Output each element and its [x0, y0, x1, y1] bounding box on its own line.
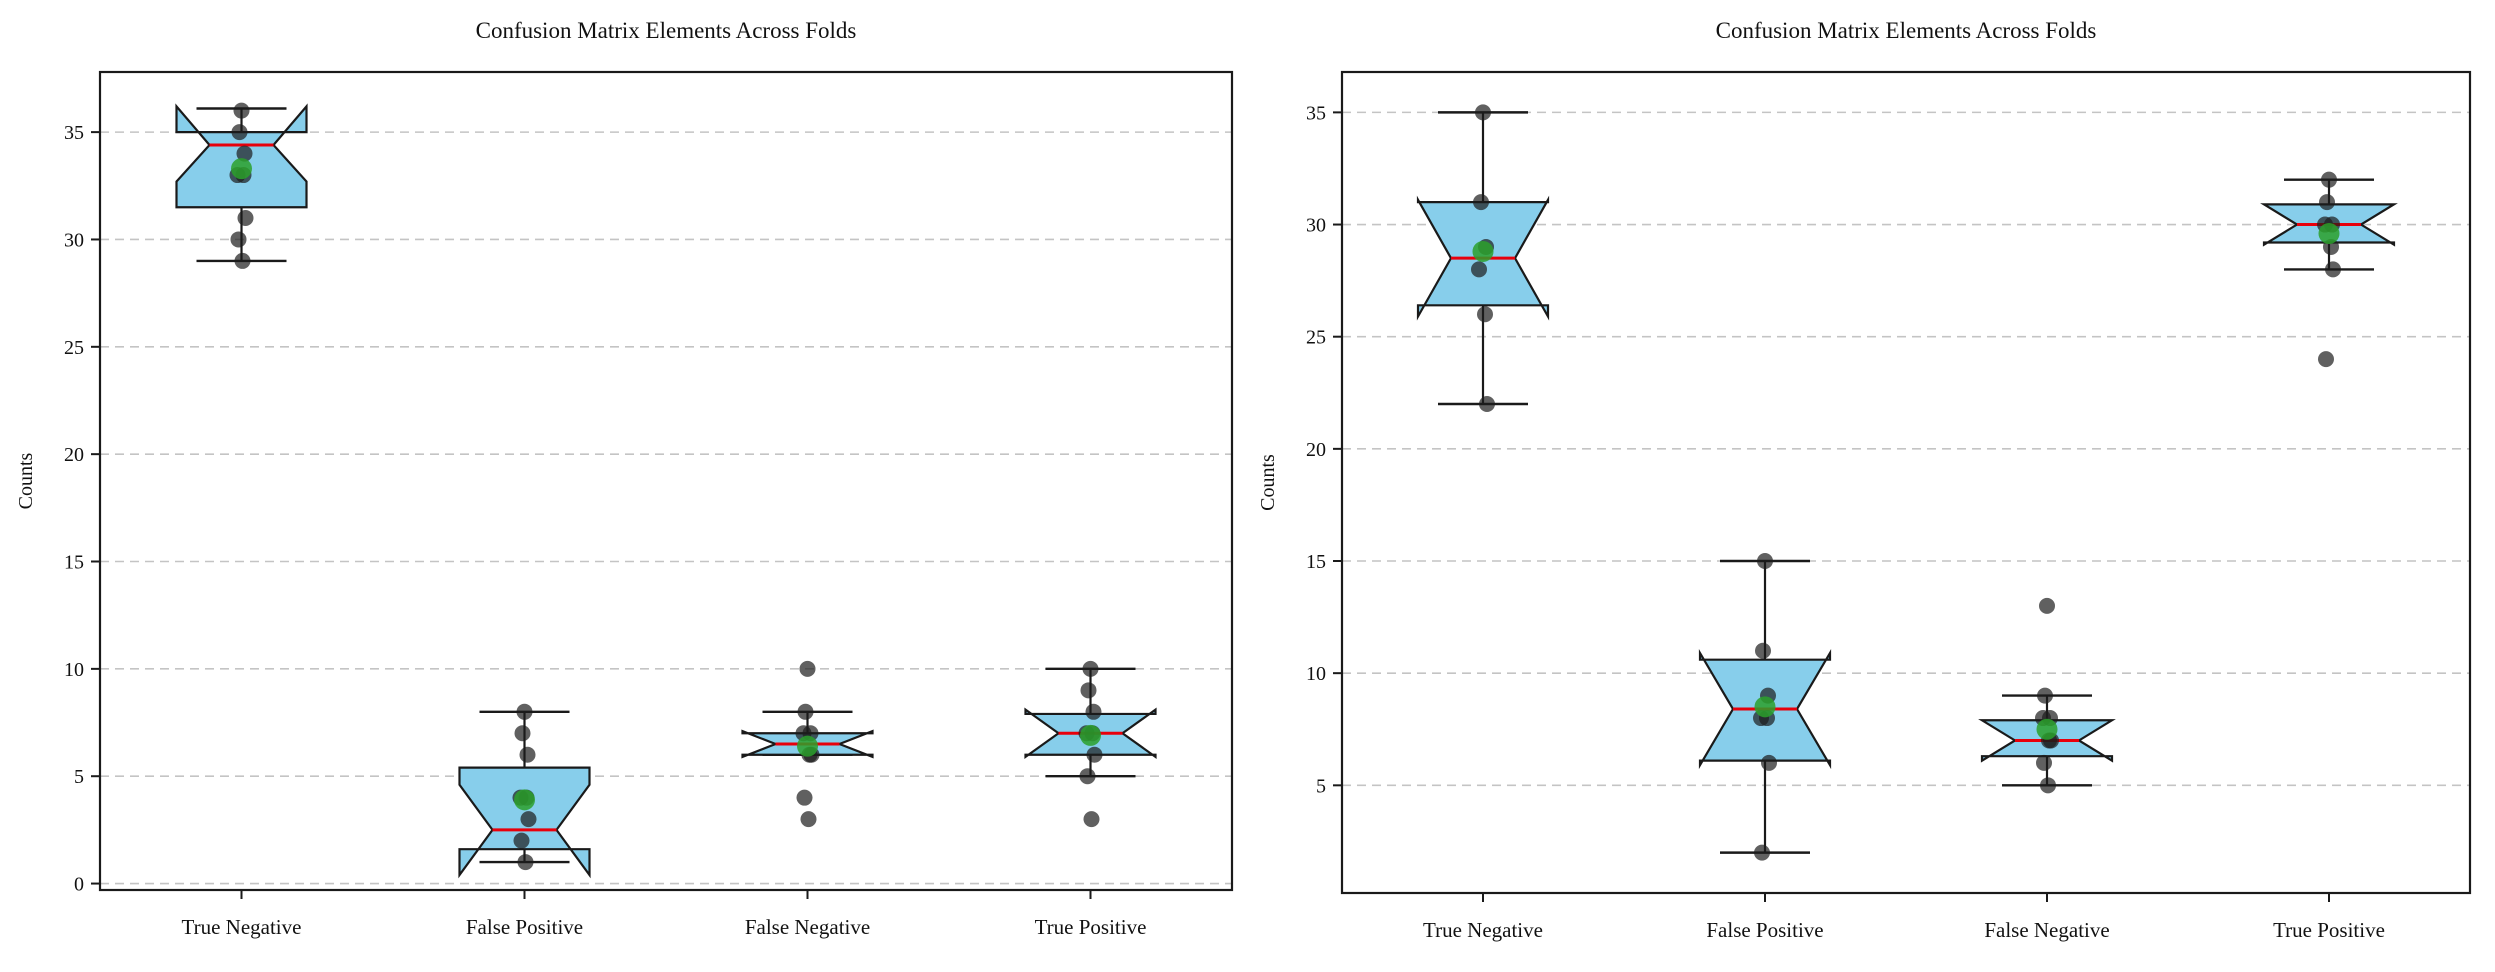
data-point	[2040, 777, 2056, 794]
data-point	[1079, 768, 1096, 785]
data-point	[2039, 597, 2055, 614]
data-point	[797, 703, 814, 720]
x-category-label: True Negative	[182, 915, 302, 939]
mean-marker	[514, 789, 535, 811]
data-point	[2321, 171, 2337, 188]
y-tick-label: 25	[1306, 327, 1326, 349]
chart-title: Confusion Matrix Elements Across Folds	[476, 18, 857, 43]
y-tick-label: 0	[74, 874, 84, 896]
data-point	[1471, 261, 1487, 278]
y-axis-label: Counts	[1257, 454, 1279, 511]
axes-spines	[1340, 70, 2472, 895]
data-point	[519, 746, 536, 763]
y-tick-label: 15	[64, 552, 84, 574]
y-tick-label: 5	[1316, 775, 1326, 797]
data-point	[2318, 351, 2334, 368]
data-point	[1473, 194, 1489, 211]
data-point	[1757, 553, 1773, 570]
data-point	[230, 231, 247, 248]
x-category-label: False Positive	[466, 915, 583, 939]
data-point	[1761, 754, 1777, 771]
mean-marker	[1080, 724, 1101, 746]
mean-marker	[797, 735, 818, 757]
data-point	[796, 789, 813, 806]
x-category-label: False Negative	[745, 915, 870, 939]
data-point	[514, 725, 531, 742]
data-point	[800, 811, 817, 828]
data-point	[237, 209, 254, 226]
data-point	[1085, 703, 1102, 720]
data-point	[2325, 261, 2341, 278]
y-tick-label: 35	[1306, 102, 1326, 124]
mean-marker	[231, 158, 252, 180]
y-axis-label: Counts	[15, 452, 37, 509]
y-tick-label: 30	[1306, 215, 1326, 237]
data-point	[2037, 687, 2053, 704]
data-point	[513, 832, 530, 849]
x-category-label: True Negative	[1423, 918, 1543, 942]
data-point	[236, 145, 253, 162]
y-tick-label: 10	[1306, 663, 1326, 685]
x-category-label: True Positive	[2273, 918, 2385, 942]
y-tick-label: 15	[1306, 551, 1326, 573]
chart-title: Confusion Matrix Elements Across Folds	[1716, 18, 2097, 43]
data-point	[1477, 306, 1493, 323]
y-tick-label: 20	[1306, 439, 1326, 461]
mean-marker	[2036, 718, 2058, 740]
x-category-label: True Positive	[1035, 915, 1147, 939]
data-point	[1754, 844, 1770, 861]
data-point	[1082, 660, 1099, 677]
data-point	[1083, 811, 1100, 828]
mean-marker	[1754, 696, 1776, 718]
data-point	[799, 660, 816, 677]
mean-marker	[1472, 240, 1494, 262]
y-tick-label: 10	[64, 659, 84, 681]
y-tick-label: 5	[74, 766, 84, 788]
y-tick-label: 35	[64, 122, 84, 144]
data-point	[516, 703, 533, 720]
data-point	[1479, 395, 1495, 412]
data-point	[1755, 642, 1771, 659]
axes-spines	[98, 70, 1234, 892]
data-point	[234, 252, 251, 269]
data-point	[231, 124, 248, 141]
x-category-label: False Negative	[1984, 918, 2109, 942]
data-point	[1475, 104, 1491, 121]
y-tick-label: 30	[64, 229, 84, 251]
data-point	[233, 102, 250, 119]
data-point	[1086, 746, 1103, 763]
y-tick-label: 25	[64, 337, 84, 359]
data-point	[1080, 682, 1097, 699]
data-point	[517, 854, 534, 871]
data-point	[2036, 754, 2052, 771]
y-tick-label: 20	[64, 444, 84, 466]
data-point	[520, 811, 537, 828]
x-category-label: False Positive	[1706, 918, 1823, 942]
mean-marker	[2318, 223, 2340, 245]
data-point	[2319, 194, 2335, 211]
